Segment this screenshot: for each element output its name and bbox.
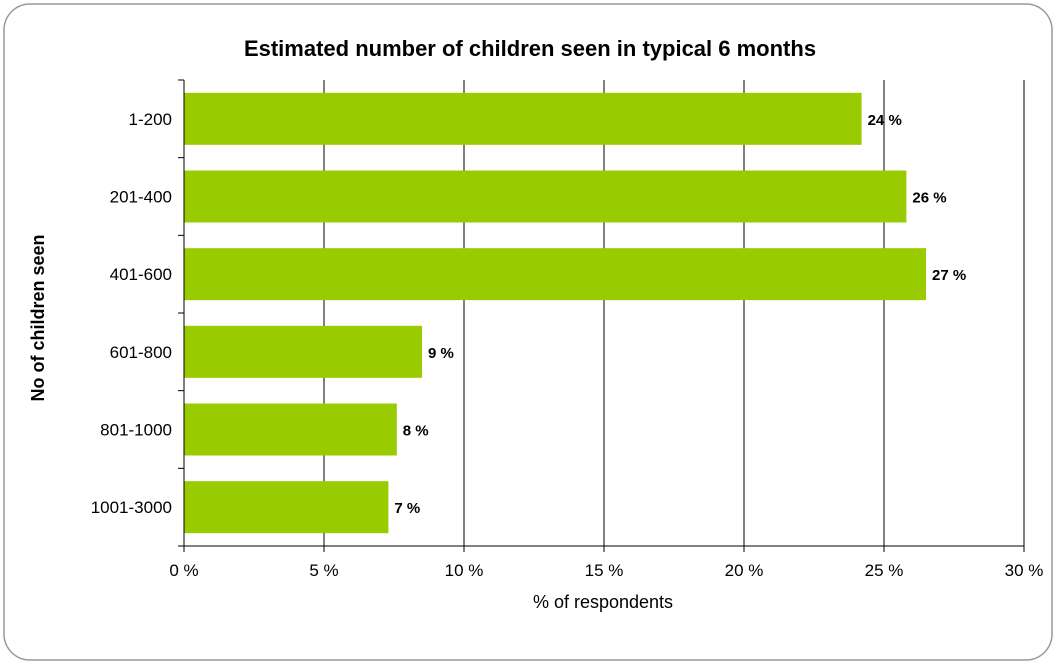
x-tick-label: 20 % bbox=[725, 561, 764, 580]
x-tick-label: 5 % bbox=[309, 561, 338, 580]
bar-201-400 bbox=[184, 170, 907, 223]
x-tick-label: 0 % bbox=[169, 561, 198, 580]
y-category-label: 1-200 bbox=[129, 110, 172, 129]
bar-1-200 bbox=[184, 92, 862, 145]
x-tick-label: 30 % bbox=[1005, 561, 1044, 580]
y-category-label: 601-800 bbox=[110, 343, 172, 362]
y-axis-title: No of children seen bbox=[28, 234, 48, 401]
y-category-label: 801-1000 bbox=[100, 421, 172, 440]
label-layer: 0 % 5 % 10 % 15 % 20 % 25 % 30 % 1-200 24 % 201-4… bbox=[91, 110, 1044, 580]
x-tick-label: 15 % bbox=[585, 561, 624, 580]
x-tick-label: 25 % bbox=[865, 561, 904, 580]
data-label: 24 % bbox=[868, 112, 902, 129]
x-tick-label: 10 % bbox=[445, 561, 484, 580]
bar-1001-3000 bbox=[184, 481, 389, 534]
bar-801-1000 bbox=[184, 403, 397, 456]
x-axis-title: % of respondents bbox=[533, 592, 673, 612]
grid-layer bbox=[323, 80, 1025, 546]
bar-601-800 bbox=[184, 325, 422, 378]
bar-layer bbox=[184, 92, 926, 534]
y-category-label: 401-600 bbox=[110, 265, 172, 284]
data-label: 7 % bbox=[394, 500, 420, 517]
data-label: 27 % bbox=[932, 267, 966, 284]
y-category-label: 1001-3000 bbox=[91, 498, 172, 517]
axis-layer bbox=[178, 79, 1025, 552]
data-label: 8 % bbox=[403, 423, 429, 440]
y-category-label: 201-400 bbox=[110, 188, 172, 207]
data-label: 26 % bbox=[912, 190, 946, 207]
bar-401-600 bbox=[184, 248, 926, 301]
chart-title: Estimated number of children seen in typ… bbox=[244, 36, 816, 61]
data-label: 9 % bbox=[428, 345, 454, 362]
